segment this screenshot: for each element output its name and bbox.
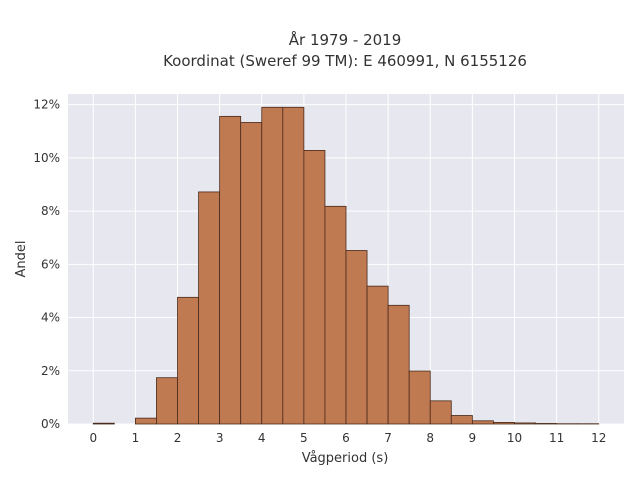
histogram-bar bbox=[535, 423, 558, 425]
x-tick-label: 12 bbox=[591, 431, 606, 445]
histogram-bar bbox=[408, 370, 431, 425]
histogram-bar bbox=[261, 106, 284, 425]
x-tick-label: 2 bbox=[174, 431, 182, 445]
x-tick-label: 0 bbox=[89, 431, 97, 445]
x-tick-label: 4 bbox=[258, 431, 266, 445]
y-axis-title: Andel bbox=[14, 241, 29, 278]
histogram-bar bbox=[514, 422, 536, 425]
histogram-bar bbox=[219, 115, 242, 425]
x-tick-labels: 0 1 2 3 4 5 6 7 8 9 10 11 12 bbox=[89, 431, 606, 445]
x-tick-label: 8 bbox=[426, 431, 434, 445]
x-tick-label: 11 bbox=[549, 431, 564, 445]
histogram-bar bbox=[134, 417, 157, 425]
y-tick-label: 0% bbox=[41, 417, 60, 431]
histogram-bar bbox=[471, 420, 494, 425]
y-tick-label: 10% bbox=[33, 151, 60, 165]
histogram-bar bbox=[240, 122, 263, 425]
histogram-bars bbox=[92, 106, 600, 425]
chart-title-line-1: År 1979 - 2019 bbox=[289, 30, 402, 49]
histogram-bar bbox=[345, 250, 368, 425]
histogram-bar bbox=[429, 400, 452, 425]
histogram-bar bbox=[282, 106, 305, 425]
y-tick-label: 12% bbox=[33, 98, 60, 112]
histogram-bar bbox=[493, 422, 515, 425]
x-tick-label: 1 bbox=[132, 431, 140, 445]
y-tick-label: 2% bbox=[41, 364, 60, 378]
x-tick-label: 5 bbox=[300, 431, 308, 445]
x-tick-label: 6 bbox=[342, 431, 350, 445]
x-tick-label: 3 bbox=[216, 431, 224, 445]
x-tick-label: 9 bbox=[469, 431, 477, 445]
histogram-bar bbox=[177, 296, 199, 425]
histogram-bar bbox=[156, 377, 178, 425]
y-tick-label: 6% bbox=[41, 257, 60, 271]
chart-title-line-2: Koordinat (Sweref 99 TM): E 460991, N 61… bbox=[163, 52, 527, 70]
histogram-bar bbox=[387, 304, 410, 425]
x-tick-label: 7 bbox=[384, 431, 392, 445]
histogram-bar bbox=[450, 415, 473, 425]
histogram-bar bbox=[324, 205, 347, 425]
y-tick-label: 4% bbox=[41, 311, 60, 325]
x-tick-label: 10 bbox=[507, 431, 522, 445]
histogram-bar bbox=[303, 150, 326, 425]
histogram-bar bbox=[198, 191, 221, 425]
y-tick-label: 8% bbox=[41, 204, 60, 218]
histogram-bar bbox=[366, 285, 389, 425]
histogram-bar bbox=[92, 422, 115, 425]
y-tick-labels: 0% 2% 4% 6% 8% 10% 12% bbox=[33, 98, 60, 431]
x-axis-title: Vågperiod (s) bbox=[302, 451, 389, 466]
